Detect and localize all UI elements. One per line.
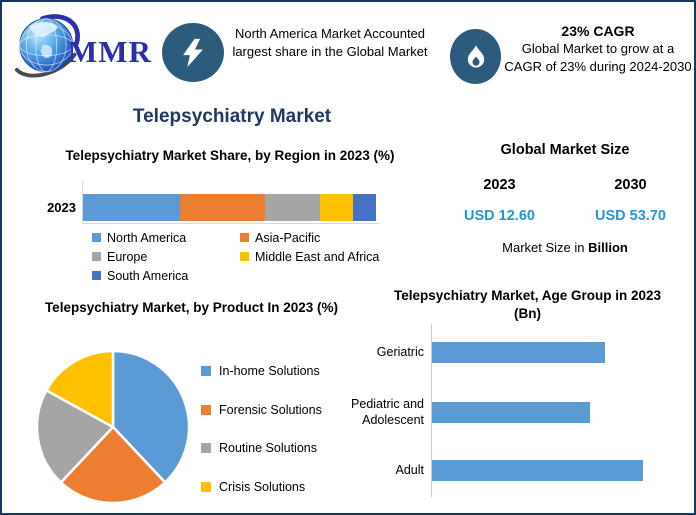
legend-swatch	[92, 252, 101, 261]
age-category-label: Adult	[395, 463, 425, 477]
region-category-label: 2023	[47, 200, 76, 215]
legend-swatch	[92, 271, 101, 280]
flame-badge	[450, 29, 501, 84]
region-legend-column-2: Asia-Pacific Middle East and Africa	[240, 228, 379, 285]
legend-label: Forensic Solutions	[219, 402, 322, 417]
region-legend-item-middle-east-and-africa: Middle East and Africa	[240, 247, 379, 266]
legend-label: Europe	[107, 249, 148, 264]
legend-label: Crisis Solutions	[219, 479, 306, 494]
age-row-pediatric-and-adolescent: Pediatric and Adolescent	[340, 391, 590, 433]
region-bar-segment-middle-east-and-africa	[320, 194, 353, 221]
legend-label: North America	[107, 230, 187, 245]
region-legend-item-europe: Europe	[92, 247, 240, 266]
cagr-note: Global Market to grow at a CAGR of 23% d…	[504, 41, 692, 74]
region-bar-segment-asia-pacific	[179, 194, 265, 221]
market-size-value-end: USD 53.70	[595, 208, 666, 224]
market-size-value-start: USD 12.60	[464, 208, 535, 224]
cagr-title: 23% CAGR	[561, 23, 635, 39]
legend-swatch	[201, 443, 211, 454]
region-bar-segment-north-america	[83, 194, 180, 221]
lightning-badge	[162, 23, 224, 82]
legend-label: Routine Solutions	[219, 441, 317, 456]
flame-icon	[467, 44, 484, 67]
legend-swatch	[201, 481, 211, 492]
age-bar-geriatric	[432, 341, 605, 363]
region-legend-column-1: North America Europe South America	[92, 228, 240, 285]
logo-text: MMR	[68, 34, 152, 69]
market-size-title: Global Market Size	[500, 142, 630, 158]
market-size-unit-prefix: Market Size in	[502, 240, 589, 255]
legend-label: Asia-Pacific	[255, 230, 321, 245]
market-size-years: 2023 2030	[434, 177, 694, 193]
product-pie-chart	[35, 349, 191, 505]
legend-swatch	[201, 404, 211, 415]
age-row-geriatric: Geriatric	[340, 331, 605, 373]
market-size-unit-bold: Billion	[588, 240, 628, 255]
age-bar-pediatric-and-adolescent	[432, 401, 590, 423]
region-legend-item-north-america: North America	[92, 228, 240, 247]
market-size-values: USD 12.60 USD 53.70	[434, 208, 694, 224]
age-chart-title: Telepsychiatry Market, Age Group in 2023…	[393, 288, 662, 321]
age-category-label: Geriatric	[376, 345, 424, 359]
legend-label: Middle East and Africa	[255, 249, 380, 264]
product-chart-title: Telepsychiatry Market, by Product In 202…	[44, 300, 339, 315]
region-legend: North America Europe South America Asia-Pa…	[92, 228, 379, 285]
mmr-logo: MMR	[12, 8, 182, 90]
market-size-unit: Market Size in Billion	[434, 240, 694, 255]
legend-swatch	[240, 252, 249, 261]
pie-slice-in-home-solutions	[111, 349, 191, 484]
cagr-block: 23% CAGR Global Market to grow at a CAGR…	[502, 23, 694, 76]
age-bar-adult	[432, 459, 643, 481]
product-legend-item-forensic-solutions: Forensic Solutions	[201, 391, 322, 430]
region-baseline	[82, 223, 380, 224]
region-chart-title: Telepsychiatry Market Share, by Region i…	[65, 148, 395, 163]
product-legend-item-crisis-solutions: Crisis Solutions	[201, 468, 322, 507]
region-bar-segment-europe	[264, 194, 321, 221]
legend-swatch	[201, 366, 211, 377]
header-left-note: North America Market Accounted largest s…	[232, 26, 428, 59]
product-legend-item-in-home-solutions: In-home Solutions	[201, 352, 322, 391]
legend-swatch	[92, 233, 101, 242]
region-axis-line	[82, 181, 83, 224]
pie-slice-forensic-solutions	[59, 425, 167, 505]
globe-icon	[14, 14, 80, 78]
legend-label: South America	[107, 268, 189, 283]
legend-label: In-home Solutions	[219, 364, 320, 379]
lightning-icon	[183, 38, 203, 67]
product-legend-item-routine-solutions: Routine Solutions	[201, 429, 322, 468]
market-size-year-start: 2023	[483, 177, 516, 193]
region-legend-item-south-america: South America	[92, 266, 240, 285]
region-stacked-bar	[83, 194, 376, 221]
region-legend-item-asia-pacific: Asia-Pacific	[240, 228, 379, 247]
age-category-label: Pediatric and Adolescent	[351, 397, 424, 427]
region-bar-segment-south-america	[352, 194, 376, 221]
pie-slice-crisis-solutions	[45, 349, 115, 429]
age-axis-line	[431, 324, 432, 497]
pie-slice-routine-solutions	[35, 389, 115, 484]
product-legend: In-home Solutions Forensic Solutions Routi…	[201, 352, 322, 506]
market-size-year-end: 2030	[614, 177, 647, 193]
age-row-adult: Adult	[340, 449, 643, 491]
page-title: Telepsychiatry Market	[132, 106, 332, 127]
legend-swatch	[240, 233, 249, 242]
